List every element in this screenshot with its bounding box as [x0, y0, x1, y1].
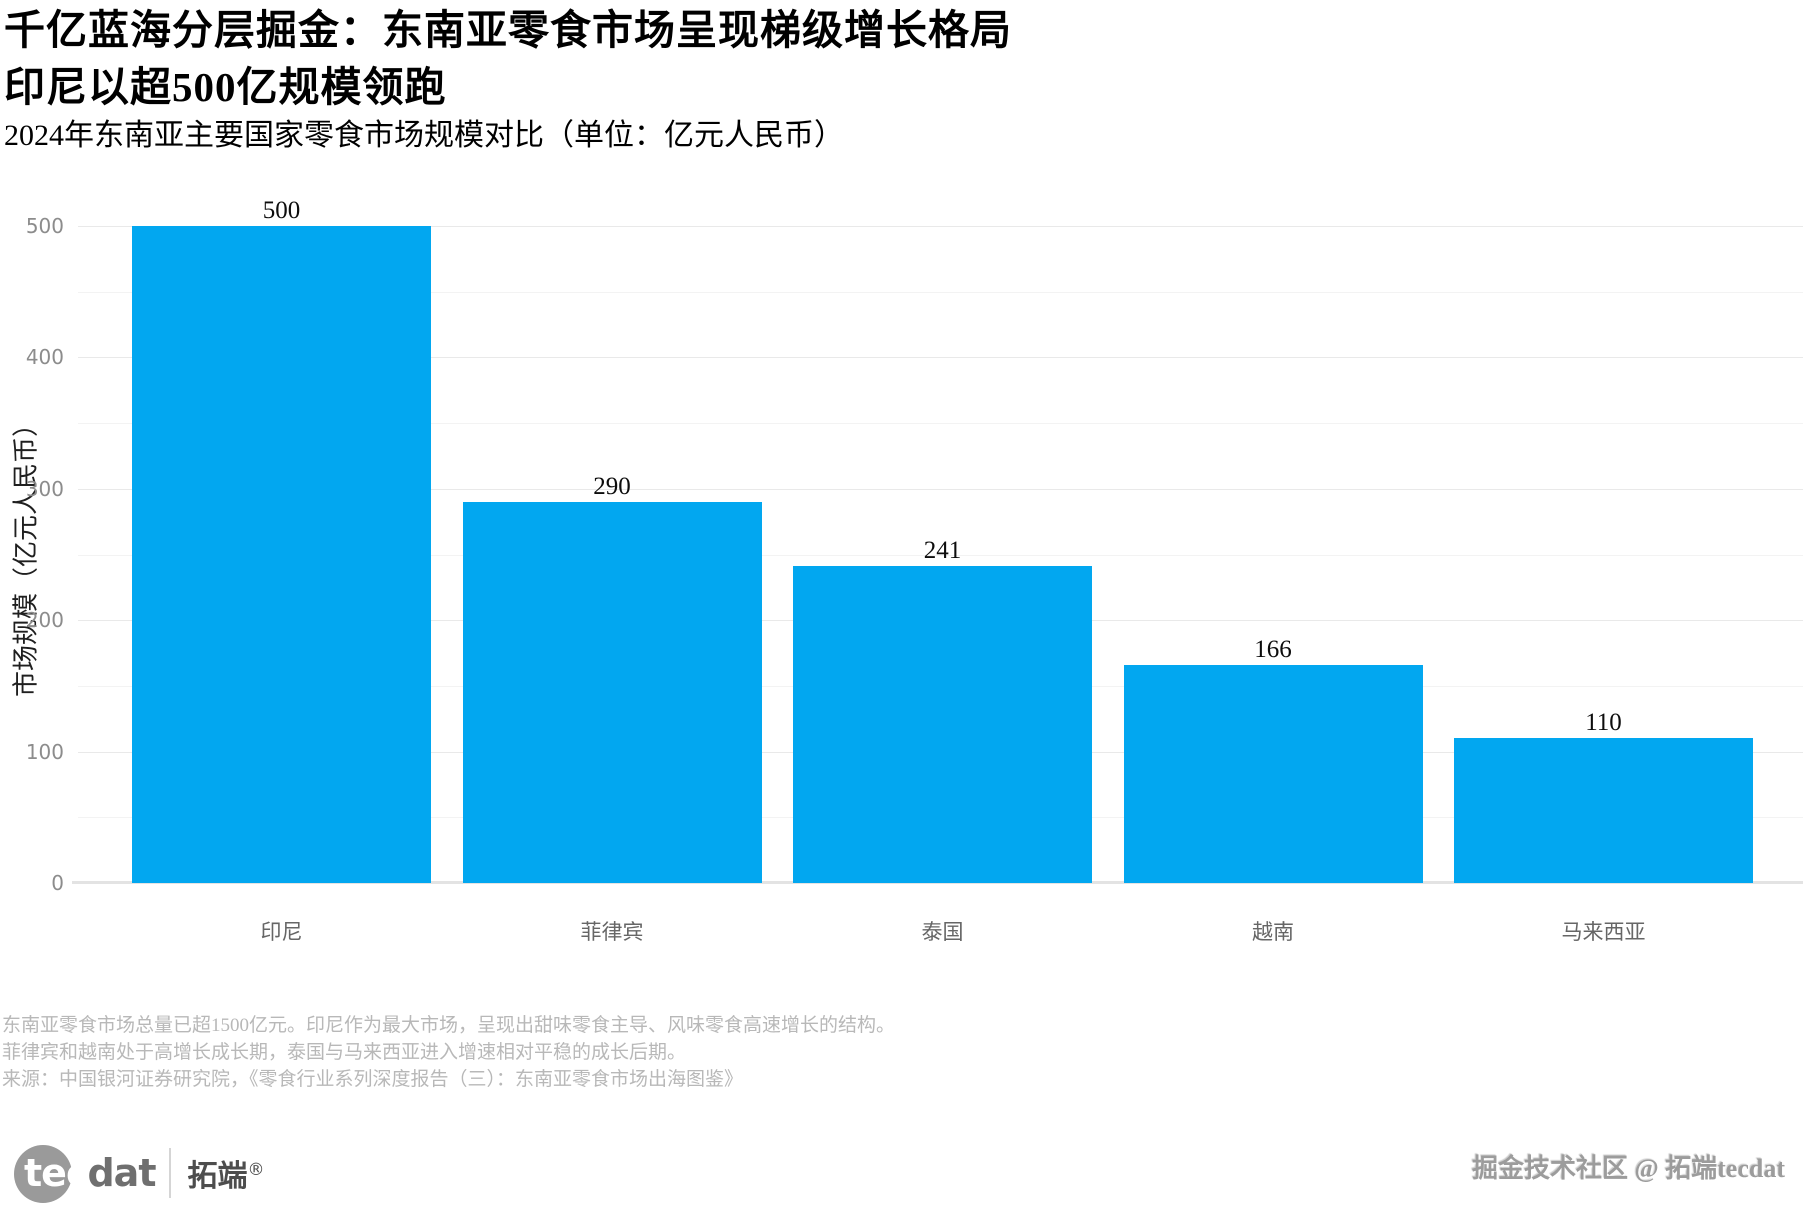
- gridline: [78, 488, 1803, 490]
- x-category-label: 马来西亚: [1561, 920, 1646, 944]
- bar-印尼: [132, 226, 431, 883]
- bar-越南: [1123, 664, 1423, 883]
- page-title: 千亿蓝海分层掘金：东南亚零食市场呈现梯级增长格局 印尼以超500亿规模领跑: [4, 2, 1012, 116]
- tecdat-logo-mark: tecdat: [14, 1141, 156, 1205]
- gridline: [78, 357, 1803, 359]
- logo-divider: [169, 1148, 172, 1198]
- community-watermark: 掘金技术社区 @ 拓端tecdat: [1471, 1154, 1785, 1183]
- bar-value-label: 500: [262, 197, 301, 224]
- tecdat-logo-dat: dat: [87, 1151, 156, 1195]
- y-axis-title: 市场规模（亿元人民币）: [11, 410, 41, 698]
- bar-value-label: 166: [1254, 635, 1292, 663]
- page-title-line1: 千亿蓝海分层掘金：东南亚零食市场呈现梯级增长格局: [4, 7, 1012, 53]
- gridline: [78, 554, 1803, 556]
- gridline: [78, 291, 1803, 293]
- footnote-line: 东南亚零食市场总量已超1500亿元。印尼作为最大市场，呈现出甜味零食主导、风味零…: [2, 1015, 896, 1036]
- x-category-label: 印尼: [260, 920, 303, 944]
- x-category-label: 越南: [1252, 920, 1294, 944]
- tecdat-logo-cn: 拓端®: [187, 1151, 264, 1195]
- registered-mark: ®: [247, 1160, 265, 1180]
- y-tick-label: 200: [25, 608, 64, 633]
- y-tick-label: 400: [25, 345, 64, 370]
- x-category-label: 菲律宾: [580, 920, 644, 944]
- y-tick-label: 300: [25, 476, 64, 501]
- x-category-label: 泰国: [921, 920, 964, 944]
- tecdat-logo: tecdat 拓端®: [14, 1141, 264, 1205]
- chart-subtitle: 2024年东南亚主要国家零食市场规模对比（单位：亿元人民币）: [4, 119, 844, 152]
- bar-马来西亚: [1454, 738, 1753, 883]
- footnotes: 东南亚零食市场总量已超1500亿元。印尼作为最大市场，呈现出甜味零食主导、风味零…: [2, 1012, 895, 1093]
- tecdat-logo-text: tecdat: [14, 1141, 156, 1205]
- gridline: [78, 423, 1803, 425]
- bar-value-label: 241: [923, 537, 962, 565]
- plot-area: [72, 226, 1803, 884]
- y-tick-label: 500: [25, 214, 64, 238]
- y-tick-label: 0: [51, 871, 64, 895]
- tecdat-logo-circle-icon: [14, 1145, 72, 1203]
- footnote-line: 菲律宾和越南处于高增长成长期，泰国与马来西亚进入增速相对平稳的成长后期。: [2, 1042, 687, 1063]
- bar-value-label: 110: [1585, 709, 1622, 737]
- y-tick-label: 100: [25, 739, 64, 764]
- bar-泰国: [793, 566, 1092, 883]
- bar-菲律宾: [462, 501, 762, 883]
- gridline: [78, 226, 1803, 227]
- tecdat-logo-tec: tec: [24, 1151, 88, 1195]
- tecdat-logo-cn-text: 拓端: [187, 1159, 248, 1194]
- page-title-line2: 印尼以超500亿规模领跑: [4, 64, 447, 110]
- bar-value-label: 290: [593, 472, 631, 500]
- footnote-source: 来源：中国银河证券研究院，《零食行业系列深度报告（三）：东南亚零食市场出海图鉴》: [2, 1069, 744, 1090]
